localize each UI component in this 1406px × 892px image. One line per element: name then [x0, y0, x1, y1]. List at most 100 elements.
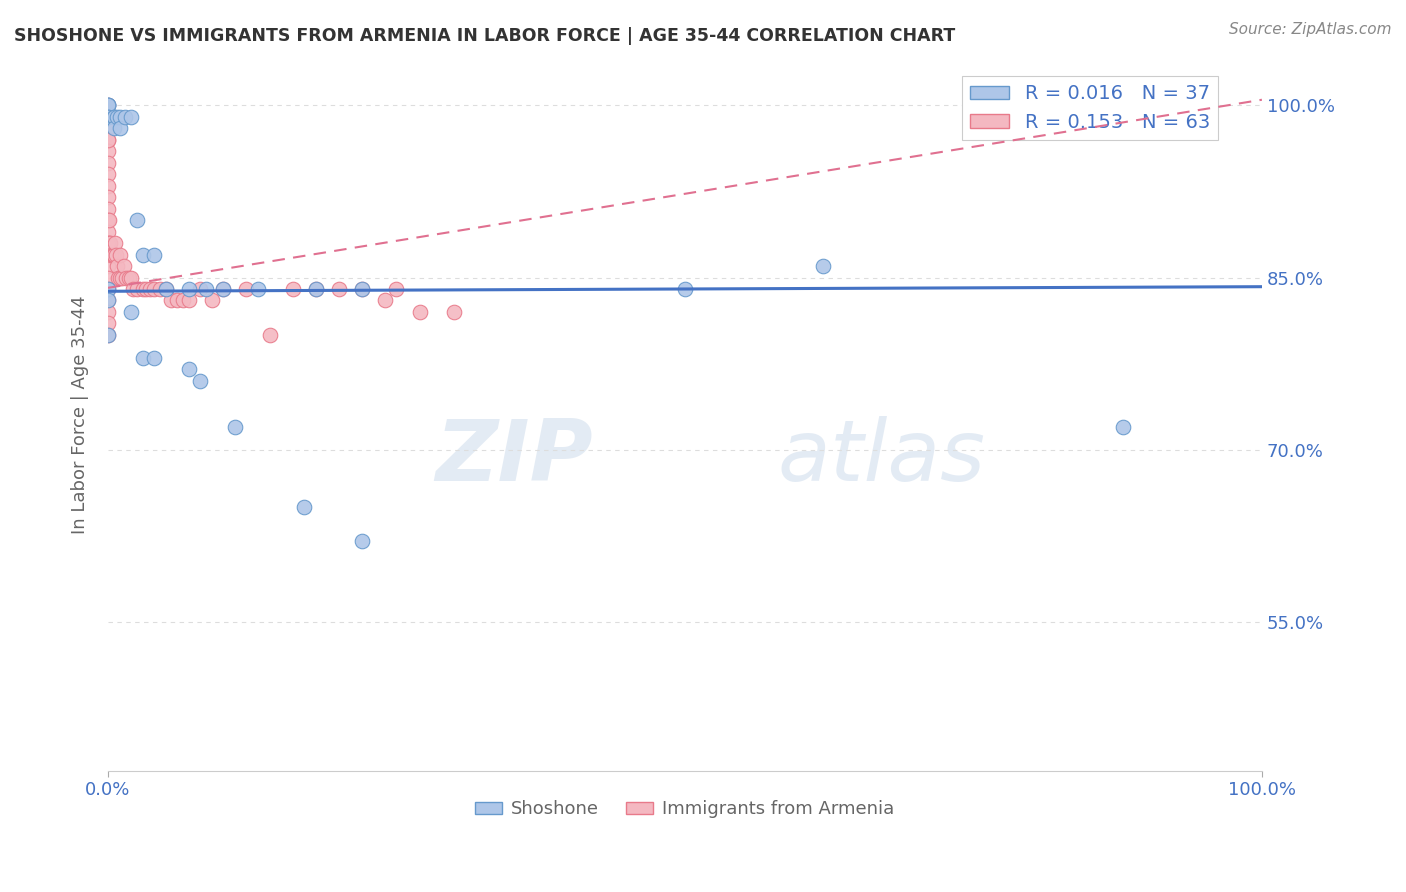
- Point: [195, 282, 218, 296]
- Point: [108, 247, 131, 261]
- Point: [224, 419, 246, 434]
- Point: [143, 282, 166, 296]
- Point: [103, 121, 125, 136]
- Point: [97, 98, 120, 112]
- Point: [125, 282, 148, 296]
- Point: [160, 293, 183, 308]
- Point: [97, 121, 120, 136]
- Point: [122, 282, 145, 296]
- Point: [111, 270, 134, 285]
- Point: [108, 270, 131, 285]
- Point: [155, 282, 177, 296]
- Point: [143, 351, 166, 365]
- Point: [97, 98, 120, 112]
- Point: [97, 110, 120, 124]
- Point: [131, 282, 153, 296]
- Point: [259, 327, 281, 342]
- Point: [114, 110, 136, 124]
- Point: [673, 282, 696, 296]
- Point: [97, 327, 120, 342]
- Point: [125, 213, 148, 227]
- Point: [177, 362, 200, 376]
- Point: [97, 167, 120, 181]
- Y-axis label: In Labor Force | Age 35-44: In Labor Force | Age 35-44: [72, 296, 89, 534]
- Legend: Shoshone, Immigrants from Armenia: Shoshone, Immigrants from Armenia: [468, 793, 901, 826]
- Point: [155, 282, 177, 296]
- Point: [143, 247, 166, 261]
- Point: [103, 247, 125, 261]
- Point: [305, 282, 328, 296]
- Point: [97, 133, 120, 147]
- Text: atlas: atlas: [778, 417, 986, 500]
- Point: [177, 293, 200, 308]
- Point: [97, 247, 120, 261]
- Point: [443, 305, 465, 319]
- Point: [172, 293, 194, 308]
- Point: [107, 270, 129, 285]
- Point: [374, 293, 396, 308]
- Text: Source: ZipAtlas.com: Source: ZipAtlas.com: [1229, 22, 1392, 37]
- Point: [97, 236, 120, 251]
- Point: [100, 247, 122, 261]
- Point: [105, 110, 128, 124]
- Point: [108, 110, 131, 124]
- Point: [188, 282, 211, 296]
- Point: [98, 213, 121, 227]
- Point: [97, 178, 120, 193]
- Point: [103, 110, 125, 124]
- Point: [120, 270, 142, 285]
- Point: [97, 98, 120, 112]
- Point: [350, 534, 373, 549]
- Point: [97, 270, 120, 285]
- Point: [97, 293, 120, 308]
- Point: [212, 282, 235, 296]
- Point: [350, 282, 373, 296]
- Point: [201, 293, 224, 308]
- Point: [131, 351, 153, 365]
- Point: [104, 236, 127, 251]
- Point: [101, 247, 124, 261]
- Point: [115, 270, 138, 285]
- Point: [135, 282, 157, 296]
- Point: [105, 247, 128, 261]
- Point: [292, 500, 315, 514]
- Point: [166, 293, 188, 308]
- Point: [97, 133, 120, 147]
- Point: [97, 202, 120, 216]
- Point: [97, 110, 120, 124]
- Point: [97, 145, 120, 159]
- Point: [97, 282, 120, 296]
- Point: [235, 282, 257, 296]
- Point: [97, 259, 120, 273]
- Point: [350, 282, 373, 296]
- Point: [328, 282, 350, 296]
- Point: [408, 305, 430, 319]
- Point: [188, 374, 211, 388]
- Point: [97, 213, 120, 227]
- Point: [1112, 419, 1135, 434]
- Text: ZIP: ZIP: [434, 417, 593, 500]
- Point: [281, 282, 304, 296]
- Point: [98, 236, 121, 251]
- Point: [97, 293, 120, 308]
- Point: [149, 282, 172, 296]
- Point: [138, 282, 160, 296]
- Point: [97, 98, 120, 112]
- Point: [305, 282, 328, 296]
- Point: [97, 225, 120, 239]
- Point: [97, 305, 120, 319]
- Point: [112, 259, 135, 273]
- Point: [385, 282, 408, 296]
- Point: [108, 121, 131, 136]
- Text: SHOSHONE VS IMMIGRANTS FROM ARMENIA IN LABOR FORCE | AGE 35-44 CORRELATION CHART: SHOSHONE VS IMMIGRANTS FROM ARMENIA IN L…: [14, 27, 955, 45]
- Point: [120, 110, 142, 124]
- Point: [105, 259, 128, 273]
- Point: [97, 317, 120, 331]
- Point: [97, 156, 120, 170]
- Point: [103, 110, 125, 124]
- Point: [120, 305, 142, 319]
- Point: [118, 270, 141, 285]
- Point: [98, 236, 121, 251]
- Point: [813, 259, 835, 273]
- Point: [131, 247, 153, 261]
